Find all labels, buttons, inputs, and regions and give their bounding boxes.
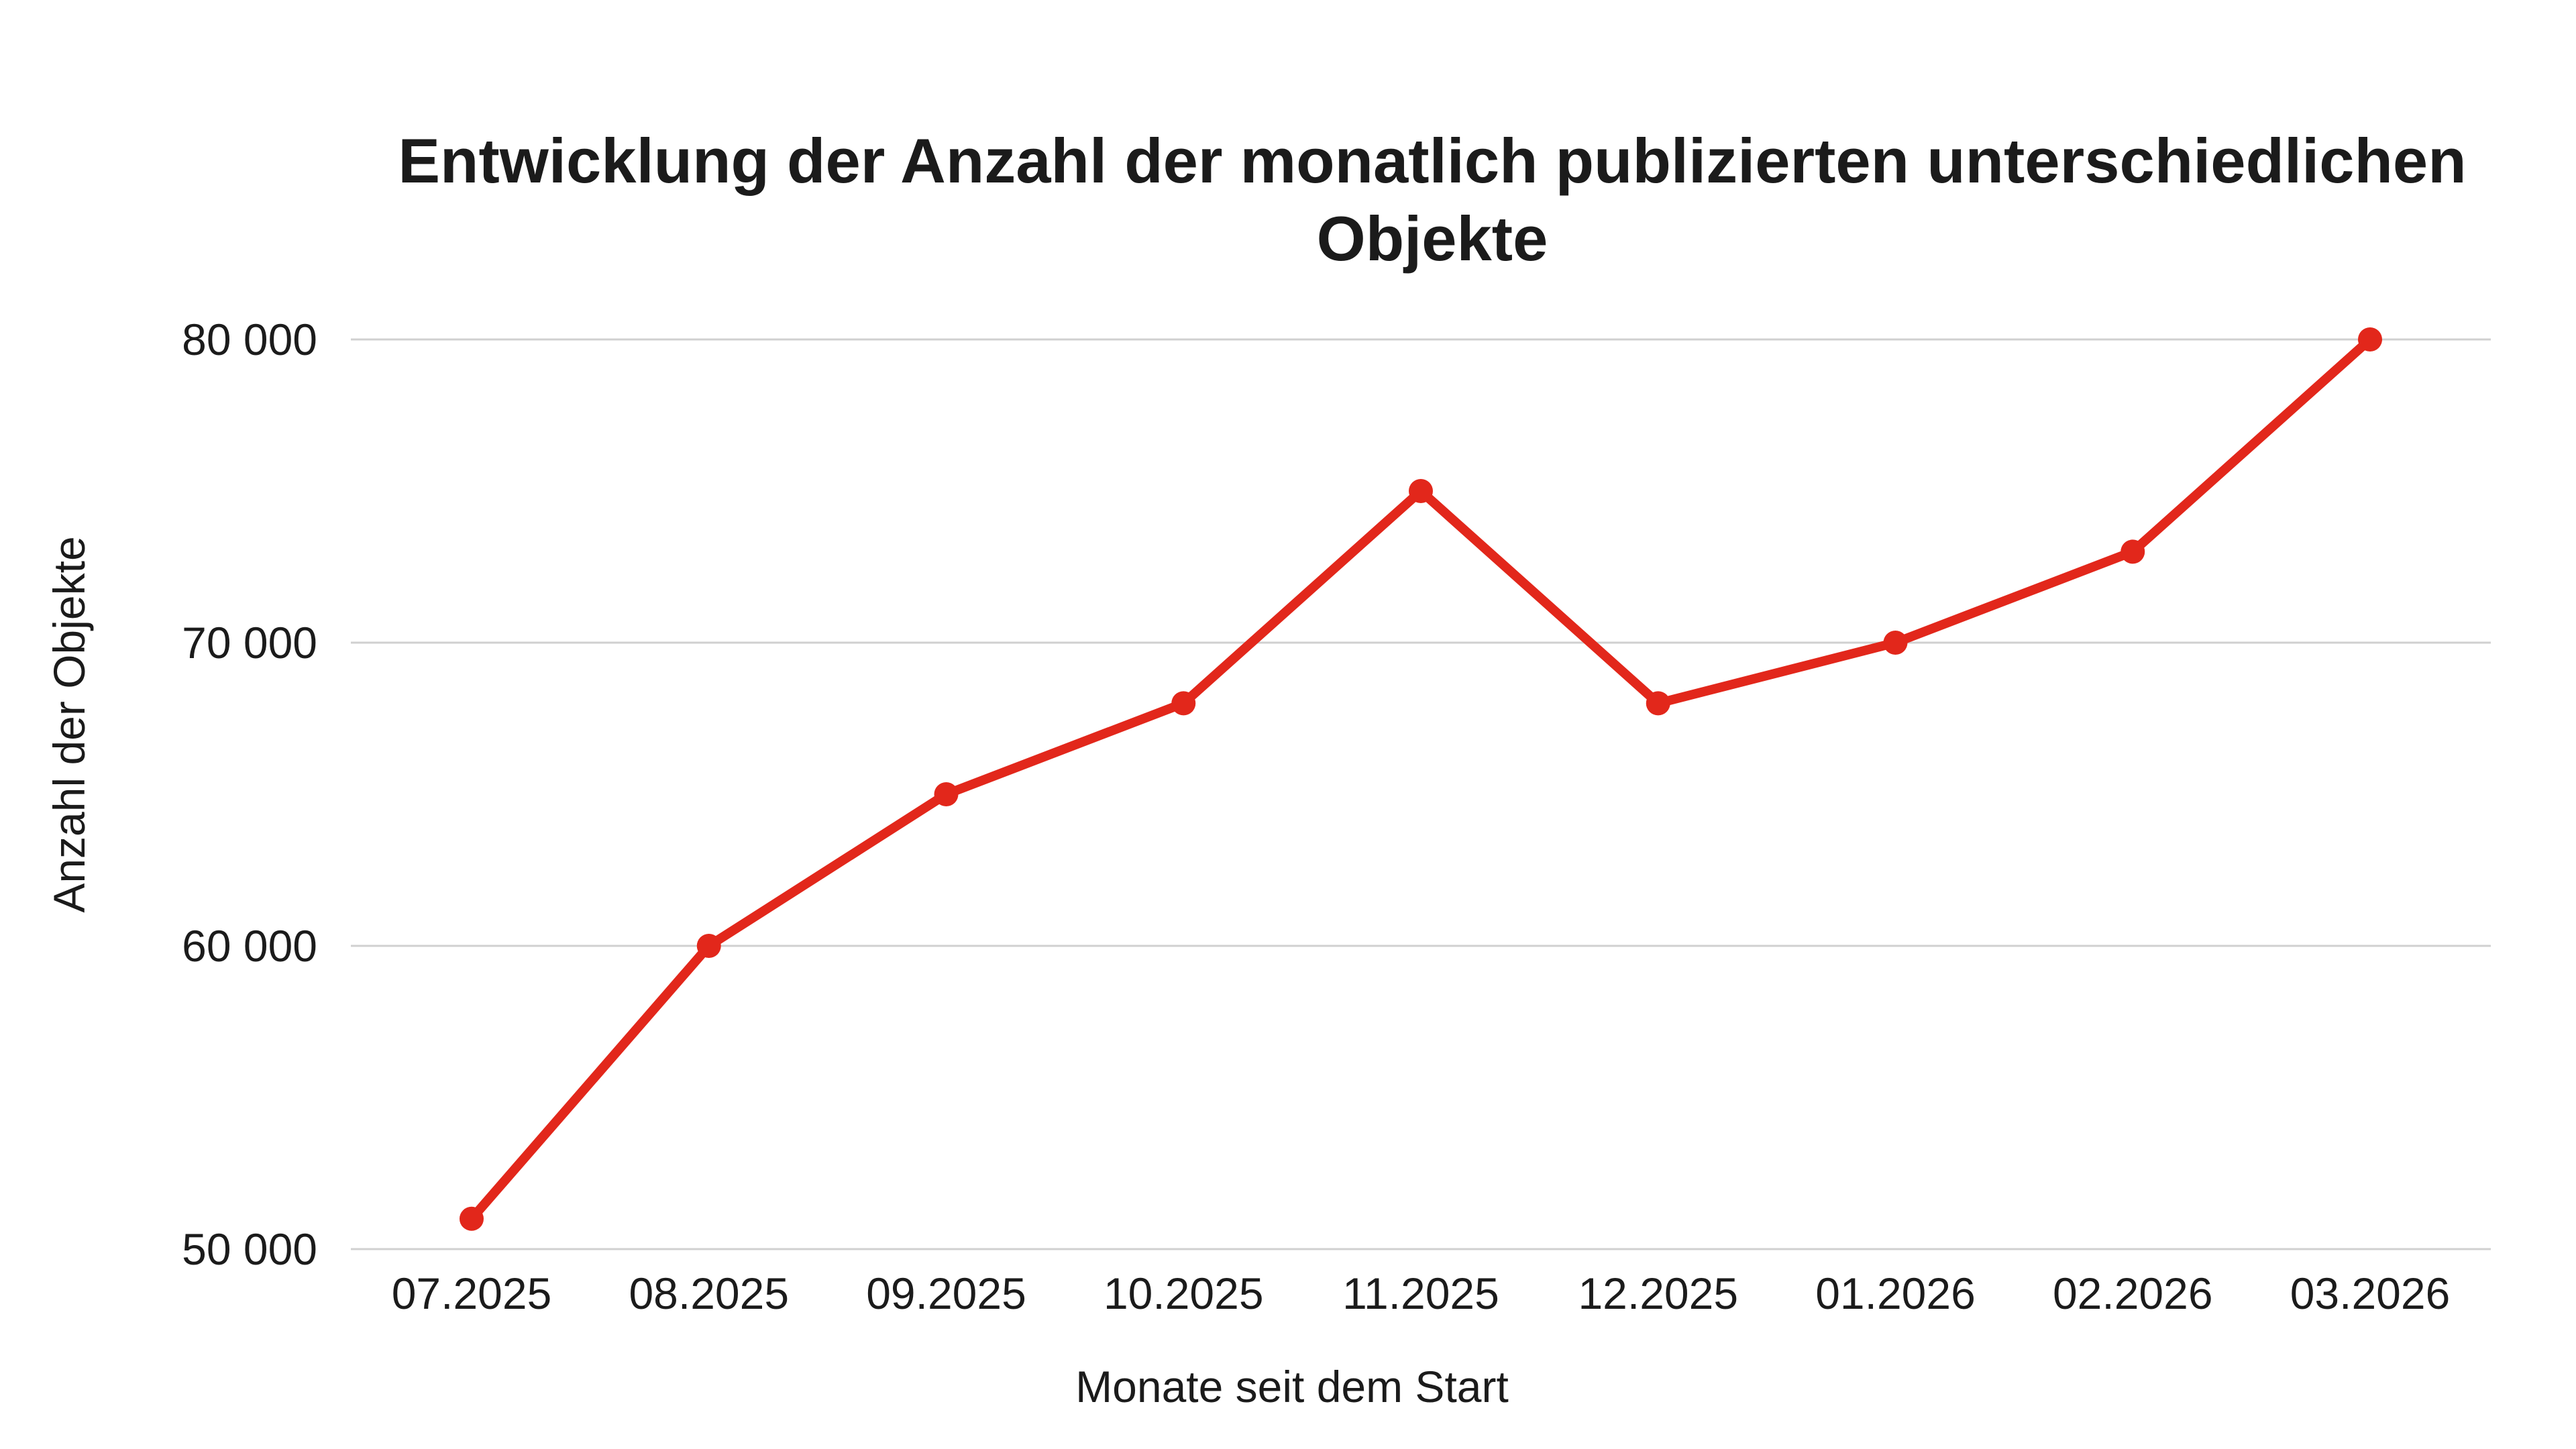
x-tick-label: 08.2025 xyxy=(629,1269,790,1318)
x-axis-title: Monate seit dem Start xyxy=(1075,1362,1509,1411)
data-point xyxy=(2121,539,2145,564)
x-tick-label: 10.2025 xyxy=(1103,1269,1264,1318)
y-tick-label: 70 000 xyxy=(182,618,317,667)
data-point xyxy=(1409,479,1433,503)
x-tick-label: 09.2025 xyxy=(866,1269,1026,1318)
data-point xyxy=(460,1206,484,1231)
x-tick-label: 07.2025 xyxy=(391,1269,552,1318)
x-tick-label: 03.2026 xyxy=(2290,1269,2451,1318)
data-point xyxy=(934,782,959,806)
data-point xyxy=(1646,691,1670,716)
data-point xyxy=(1883,631,1908,655)
y-tick-label: 80 000 xyxy=(182,315,317,364)
series-line xyxy=(467,335,2375,1224)
y-axis-title: Anzahl der Objekte xyxy=(44,536,94,913)
data-point xyxy=(1171,691,1196,716)
y-tick-label: 50 000 xyxy=(182,1224,317,1274)
y-tick-label: 60 000 xyxy=(182,921,317,971)
x-tick-label: 01.2026 xyxy=(1815,1269,1976,1318)
chart-title: Entwicklung der Anzahl der monatlich pub… xyxy=(398,125,2467,274)
x-tick-label: 12.2025 xyxy=(1578,1269,1739,1318)
x-tick-label: 02.2026 xyxy=(2052,1269,2213,1318)
data-point xyxy=(696,934,721,958)
data-point xyxy=(2358,327,2382,352)
x-tick-label: 11.2025 xyxy=(1342,1269,1499,1318)
